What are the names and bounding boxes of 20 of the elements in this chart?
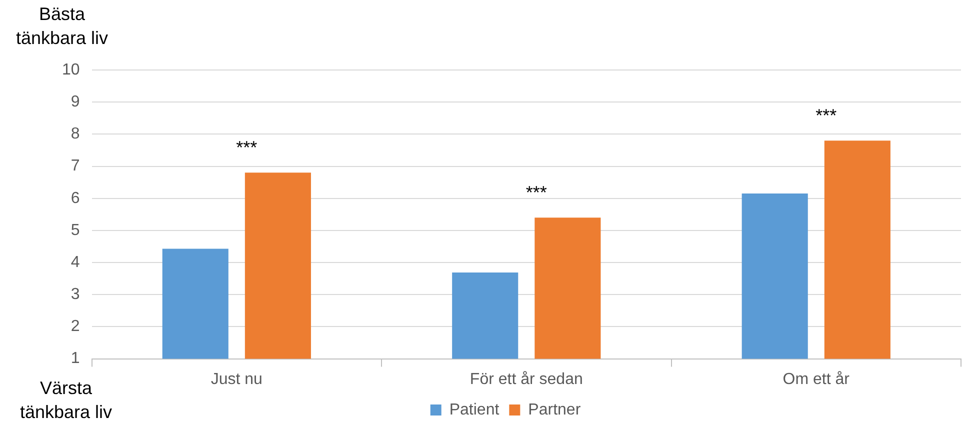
- y-tick-label: 2: [70, 318, 80, 336]
- text: Värsta tänkbara liv: [18, 377, 114, 424]
- annotation: ***: [816, 106, 837, 126]
- y-tick-label: 6: [70, 190, 80, 207]
- annotation: ***: [236, 138, 258, 158]
- y-tick-label: 9: [70, 93, 80, 110]
- y-tick-label: 4: [70, 254, 80, 271]
- x-tick-label: Just nu: [210, 370, 262, 388]
- y-axis-title: Bästa tänkbara liv: [14, 3, 110, 50]
- y-tick-label: 8: [70, 126, 80, 143]
- y-tick-label: 5: [70, 222, 80, 239]
- legend-label: Partner: [528, 401, 582, 418]
- x-tick-label: Om ett år: [782, 370, 850, 388]
- y-tick-label: 3: [70, 286, 80, 304]
- y-tick-label: 7: [70, 158, 80, 175]
- x-tick-label: För ett år sedan: [470, 370, 583, 388]
- annotation: ***: [526, 182, 547, 203]
- legend-label: Patient: [449, 401, 500, 418]
- y-tick-label: 1: [70, 350, 80, 368]
- y-tick-label: 10: [62, 61, 80, 78]
